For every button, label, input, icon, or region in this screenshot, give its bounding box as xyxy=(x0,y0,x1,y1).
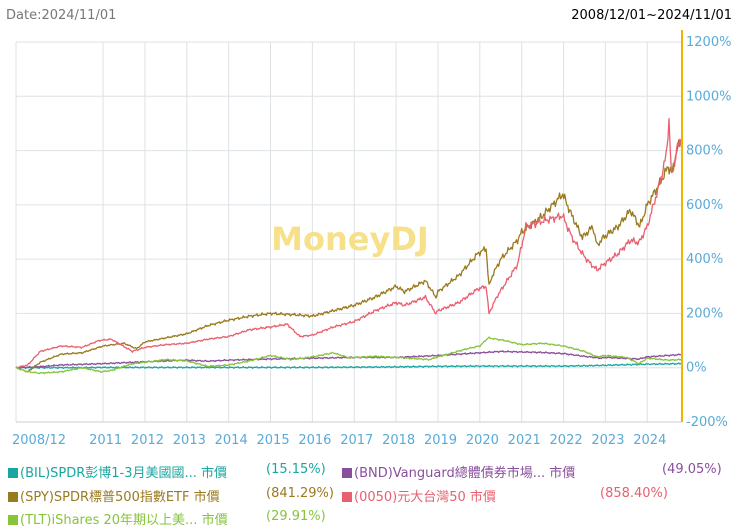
y-tick-label: 800% xyxy=(686,144,723,159)
series-line-bil xyxy=(15,362,683,370)
legend-swatch-bil xyxy=(8,468,18,478)
x-tick-labels: 2008/12 2011 2012 2013 2014 2015 2016 2017 2018 2… xyxy=(12,433,666,448)
x-tick-label: 2014 xyxy=(215,433,248,448)
legend-label-bnd: (BND)Vanguard總體債券市場... 市價 xyxy=(354,466,576,481)
date-range-label: 2008/12/01~2024/11/01 xyxy=(571,8,732,23)
y-tick-labels: 1200% 1000% 800% 600% 400% 200% 0% -200% xyxy=(686,35,731,430)
x-tick-label: 2021 xyxy=(508,433,541,448)
y-tick-label: 1000% xyxy=(686,89,731,104)
y-tick-label: 600% xyxy=(686,198,723,213)
legend-label-tw50: (0050)元大台灣50 市價 xyxy=(354,490,496,505)
x-tick-label: 2022 xyxy=(550,433,583,448)
x-tick-label: 2013 xyxy=(173,433,206,448)
legend-item-bnd: (BND)Vanguard總體債券市場... 市價 xyxy=(342,462,575,481)
x-tick-label: 2020 xyxy=(466,433,499,448)
series-line-tw50 xyxy=(15,118,683,369)
y-tick-label: 400% xyxy=(686,252,723,267)
x-tick-label: 2023 xyxy=(591,433,624,448)
x-tick-label: 2024 xyxy=(633,433,666,448)
date-label: Date:2024/11/01 xyxy=(6,8,117,23)
x-tick-label: 2019 xyxy=(424,433,457,448)
x-tick-label: 2016 xyxy=(298,433,331,448)
legend-label-bil: (BIL)SPDR彭博1-3月美國國... 市價 xyxy=(20,466,228,481)
x-tick-label: 2012 xyxy=(131,433,164,448)
legend-swatch-tw50 xyxy=(342,492,352,502)
legend-item-tlt: (TLT)iShares 20年期以上美... 市價 xyxy=(8,509,228,528)
legend-label-tlt: (TLT)iShares 20年期以上美... 市價 xyxy=(20,513,228,528)
legend-pct-tw50: (858.40%) xyxy=(600,486,668,501)
legend-pct-tlt: (29.91%) xyxy=(266,509,326,524)
y-tick-label: 0% xyxy=(686,361,707,376)
legend-pct-spy: (841.29%) xyxy=(266,486,334,501)
legend-swatch-tlt xyxy=(8,515,18,525)
series-lines xyxy=(15,118,683,375)
series-line-tlt xyxy=(15,336,683,375)
legend-swatch-bnd xyxy=(342,468,352,478)
legend-item-bil: (BIL)SPDR彭博1-3月美國國... 市價 xyxy=(8,462,227,481)
legend-pct-bil: (15.15%) xyxy=(266,462,326,477)
y-tick-label: 1200% xyxy=(686,35,731,50)
x-tick-label: 2015 xyxy=(257,433,290,448)
y-tick-label: -200% xyxy=(686,415,728,430)
x-tick-label: 2018 xyxy=(382,433,415,448)
x-tick-label: 2011 xyxy=(89,433,122,448)
series-line-spy xyxy=(15,138,683,373)
legend-item-spy: (SPY)SPDR標普500指數ETF 市價 xyxy=(8,486,220,505)
legend-swatch-spy xyxy=(8,492,18,502)
y-tick-label: 200% xyxy=(686,306,723,321)
x-tick-label: 2008/12 xyxy=(12,433,66,448)
legend-pct-bnd: (49.05%) xyxy=(662,462,722,477)
watermark-text: MoneyDJ xyxy=(271,220,429,258)
legend-label-spy: (SPY)SPDR標普500指數ETF 市價 xyxy=(20,490,220,505)
legend-item-tw50: (0050)元大台灣50 市價 xyxy=(342,486,496,505)
x-tick-label: 2017 xyxy=(340,433,373,448)
